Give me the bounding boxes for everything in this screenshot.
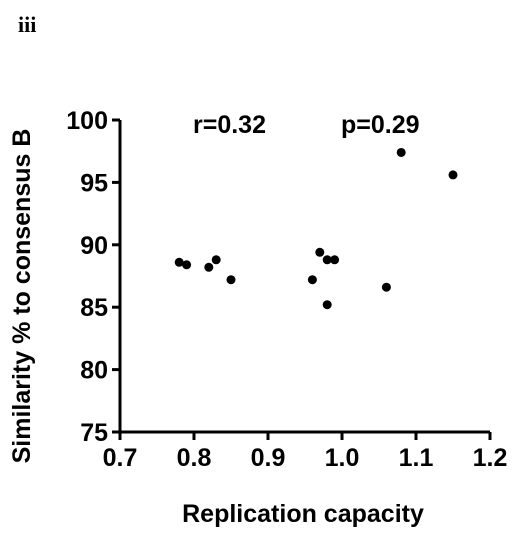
y-tick-label: 75 [80,419,108,447]
data-point [315,247,325,257]
annotation-p: p=0.29 [341,111,420,139]
data-point [330,255,340,265]
panel-label: iii [18,12,36,37]
y-tick-label: 90 [80,232,108,260]
x-tick-label: 1.0 [325,444,360,472]
data-point [322,300,332,310]
annotation-r: r=0.32 [193,111,266,139]
y-axis-title-group: Similarity % to consensus B [8,129,36,464]
axes: 0.7 0.8 0.9 1.0 1.1 1.2 75 80 85 90 95 100 [66,107,507,472]
y-axis-title: Similarity % to consensus B [8,129,36,464]
x-tick-label: 0.8 [177,444,212,472]
y-tick-label: 100 [66,107,108,135]
data-point [307,275,317,285]
x-tick-label: 1.1 [399,444,434,472]
data-point [174,257,184,267]
data-point [448,170,458,180]
y-tick-label: 95 [80,169,108,197]
data-points [174,147,458,310]
x-axis-title: Replication capacity [182,500,424,528]
x-tick-label: 0.9 [251,444,286,472]
data-point [322,255,332,265]
data-point [396,147,406,157]
data-point [182,260,192,270]
data-point [381,282,391,292]
x-tick-label: 0.7 [103,444,138,472]
y-tick-label: 80 [80,357,108,385]
y-tick-label: 85 [80,294,108,322]
data-point [204,262,214,272]
data-point [226,275,236,285]
x-tick-label: 1.2 [473,444,508,472]
data-point [211,255,221,265]
